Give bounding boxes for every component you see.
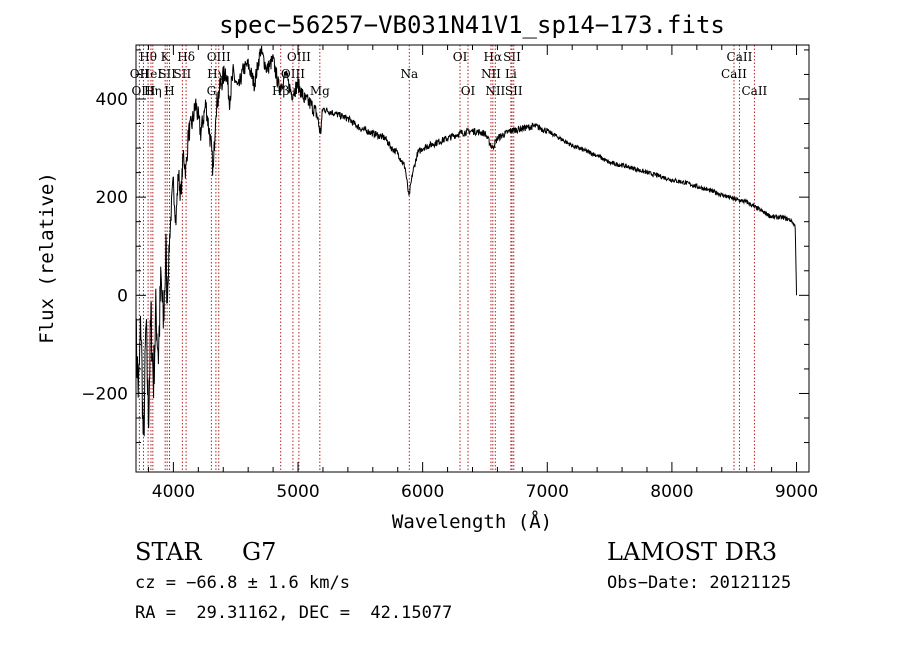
line-marker-label-15: Hβ (272, 84, 289, 98)
coordinates-text: RA = 29.31162, DEC = 42.15077 (135, 603, 453, 623)
chart-title: spec−56257−VB031N41V1_sp14−173.fits (219, 11, 725, 39)
y-axis-label: Flux (relative) (36, 172, 58, 344)
line-marker-label-23: SII (503, 50, 521, 64)
line-marker-label-16: Mg (310, 84, 330, 98)
line-marker-label-17: Na (400, 67, 418, 81)
line-marker-label-20: Hα (484, 50, 503, 64)
x-tick-label-5: 9000 (775, 482, 818, 502)
redshift-text: cz = −66.8 ± 1.6 km/s (135, 573, 350, 593)
y-tick-label-2: 200 (96, 188, 128, 208)
y-tick-label-3: 400 (96, 90, 128, 110)
line-marker-label-6: SII (158, 67, 176, 81)
line-marker-label-2: OIII (131, 84, 155, 98)
line-marker-label-24: Li (505, 67, 517, 81)
x-tick-label-2: 6000 (401, 482, 444, 502)
x-tick-label-4: 8000 (650, 482, 693, 502)
line-marker-label-5: K (161, 50, 171, 64)
observation-date: Obs−Date: 20121125 (607, 573, 792, 593)
axis-layer: 4000 5000 6000 7000 8000 9000 −200 0 200 400 (81, 45, 818, 502)
x-axis-label: Wavelength (Å) (392, 510, 552, 533)
line-marker-label-27: CaII (721, 67, 747, 81)
line-marker-label-3: HeI (140, 67, 163, 81)
y-tick-label-1: 0 (117, 286, 128, 306)
line-marker-label-9: SII (174, 67, 192, 81)
line-marker-label-4: Hη (144, 84, 162, 98)
survey-name: LAMOST DR3 (607, 538, 778, 566)
object-subclass: G7 (242, 538, 277, 566)
x-tick-label-1: 5000 (276, 482, 319, 502)
line-marker-label-26: CaII (727, 50, 753, 64)
line-marker-label-8: Hδ (177, 50, 195, 64)
spectrum-series (135, 45, 797, 437)
line-marker-label-12: G (207, 84, 217, 98)
line-marker-label-14: OIII (281, 67, 305, 81)
x-tick-label-3: 7000 (526, 482, 569, 502)
line-marker-label-18: OI (453, 50, 468, 64)
line-marker-label-21: NII (481, 67, 501, 81)
y-tick-label-0: −200 (81, 384, 128, 404)
spectrum-layer (135, 45, 797, 437)
plot-frame (135, 44, 810, 473)
line-marker-label-7: H (164, 84, 174, 98)
line-marker-label-0: Hθ (139, 50, 157, 64)
line-marker-label-13: OIII (287, 50, 311, 64)
line-marker-label-25: SII (505, 84, 523, 98)
line-marker-label-10: OIII (207, 50, 231, 64)
line-marker-label-22: NII (485, 84, 505, 98)
line-marker-label-28: CaII (741, 84, 767, 98)
line-marker-layer: HθOIIOIIIHeIHηKSIIHHδSIIOIIIHγGOIIIOIIIH… (130, 45, 768, 472)
x-tick-label-0: 4000 (152, 482, 195, 502)
line-marker-label-19: OI (461, 84, 476, 98)
object-class: STAR (135, 538, 202, 566)
